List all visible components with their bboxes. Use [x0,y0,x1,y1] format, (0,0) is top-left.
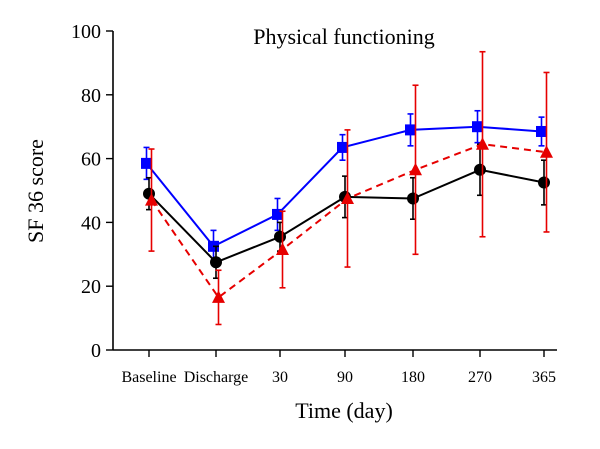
data-point-circle [538,176,550,189]
data-point-triangle [145,193,158,206]
data-point-triangle [409,162,422,176]
x-tick-label: 30 [272,369,288,386]
data-point-triangle [341,191,354,204]
data-point-square [272,208,283,220]
series-circle [143,143,550,280]
data-point-square [141,157,152,169]
data-point-square [405,124,416,136]
series-triangle [145,50,553,326]
y-axis-title: SF 36 score [23,139,48,243]
x-ticks: Baseline Discharge 30 90 180 270 365 [121,350,556,386]
axes [112,31,557,351]
data-point-square [337,141,348,153]
series-square [141,109,547,264]
x-tick-label: 180 [401,369,425,386]
x-tick-label: 365 [532,369,556,386]
series-layer [141,50,553,326]
y-ticks: 0 20 40 60 80 100 [71,21,113,362]
data-point-triangle [212,290,225,303]
y-tick-label: 60 [81,149,101,171]
chart-title: Physical functioning [253,24,434,49]
data-point-circle [474,163,486,176]
series-line [150,143,547,299]
x-axis-title: Time (day) [295,398,393,423]
data-point-circle [210,256,222,269]
y-tick-label: 20 [81,276,101,298]
x-tick-label: 90 [337,369,353,386]
y-tick-label: 0 [91,340,101,362]
data-point-square [472,121,483,133]
y-tick-label: 40 [81,212,101,234]
x-tick-label: Baseline [121,369,176,386]
x-tick-label: Discharge [184,369,249,386]
data-point-triangle [476,137,489,150]
data-point-triangle [276,242,289,256]
data-point-circle [407,192,419,205]
data-point-circle [274,230,286,243]
data-point-triangle [540,145,553,158]
data-point-square [536,125,547,137]
x-tick-label: 270 [468,369,492,386]
y-tick-label: 80 [81,85,101,107]
y-tick-label: 100 [71,21,101,43]
